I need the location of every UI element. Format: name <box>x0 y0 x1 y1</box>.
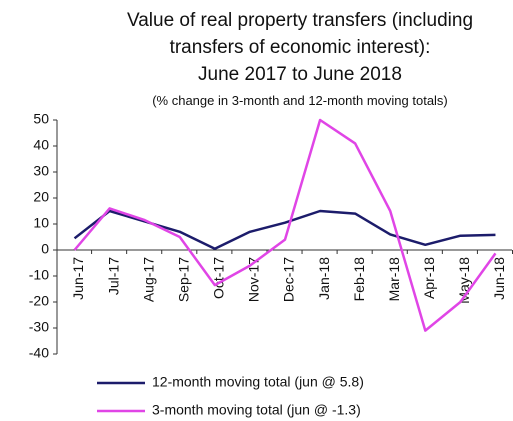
x-tick-label: Jan-18 <box>316 257 332 300</box>
x-tick-label: Apr-18 <box>421 257 437 299</box>
x-tick-label: Aug-17 <box>140 257 156 302</box>
series-line <box>73 118 497 332</box>
y-tick-label: -40 <box>29 345 49 361</box>
chart-title: transfers of economic interest): <box>170 37 431 58</box>
x-tick-label: Nov-17 <box>246 257 262 302</box>
y-tick-label: -30 <box>29 319 49 335</box>
y-tick-label: 30 <box>33 163 49 179</box>
y-tick-label: -10 <box>29 267 49 283</box>
x-tick-label: Jun-18 <box>491 257 507 300</box>
chart-title: June 2017 to June 2018 <box>198 64 402 85</box>
x-tick-label: Jun-17 <box>70 257 86 300</box>
x-tick-label: Jul-17 <box>105 257 121 295</box>
x-tick-label: Oct-17 <box>211 257 227 299</box>
chart-title: Value of real property transfers (includ… <box>127 10 473 31</box>
chart-subtitle: (% change in 3-month and 12-month moving… <box>152 93 448 108</box>
y-tick-label: -20 <box>29 293 49 309</box>
y-tick-label: 0 <box>41 241 49 257</box>
legend-label: 12-month moving total (jun @ 5.8) <box>152 374 364 390</box>
y-tick-label: 40 <box>33 137 49 153</box>
y-tick-label: 50 <box>33 111 49 127</box>
x-tick-label: Feb-18 <box>351 257 367 302</box>
x-tick-label: Dec-17 <box>281 257 297 302</box>
y-tick-label: 10 <box>33 215 49 231</box>
x-tick-label: Sep-17 <box>175 257 191 302</box>
y-tick-label: 20 <box>33 189 49 205</box>
legend-label: 3-month moving total (jun @ -1.3) <box>152 402 361 418</box>
x-tick-label: Mar-18 <box>386 257 402 302</box>
